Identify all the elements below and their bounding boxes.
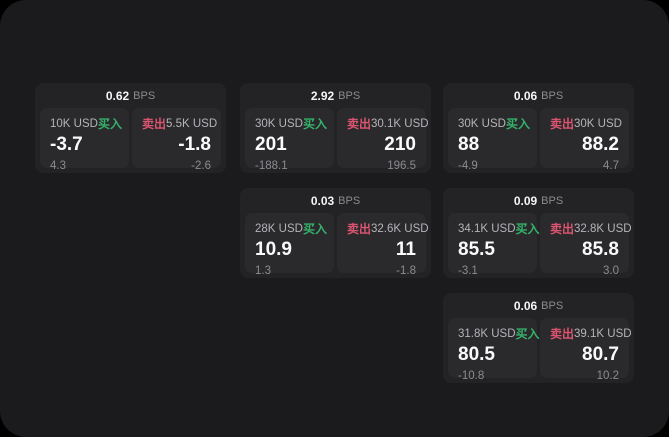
buy-side-label: 买入 [515, 222, 540, 236]
buy-size: 28K USD [255, 222, 303, 235]
sell-side-label: 卖出 [550, 222, 575, 236]
sell-sub-value: 10.2 [596, 369, 619, 382]
bps-value: 0.03 [310, 193, 335, 208]
buy-size: 34.1K USD [458, 222, 516, 235]
buy-panel[interactable]: 28K USD 买入 10.9 1.3 [245, 213, 334, 277]
sell-panel[interactable]: 卖出 32.6K USD 11 -1.8 [337, 213, 429, 277]
buy-price: -3.7 [50, 134, 83, 155]
buy-price: 10.9 [255, 239, 292, 260]
buy-panel[interactable]: 34.1K USD 买入 85.5 -3.1 [448, 213, 540, 277]
bps-value: 2.92 [310, 88, 335, 103]
bps-label: BPS [338, 194, 361, 207]
sell-panel[interactable]: 卖出 5.5K USD -1.8 -2.6 [132, 108, 221, 172]
sell-side-label: 卖出 [347, 222, 372, 236]
bps-value: 0.09 [513, 193, 538, 208]
sell-size: 30.1K USD [371, 117, 429, 130]
sell-sub-value: -1.8 [396, 264, 416, 277]
sell-price: 80.7 [582, 344, 619, 365]
bps-label: BPS [338, 89, 361, 102]
sell-size: 39.1K USD [574, 327, 632, 340]
bps-value: 0.62 [105, 88, 130, 103]
buy-sub-value: 4.3 [50, 159, 66, 172]
buy-side-label: 买入 [505, 117, 530, 131]
sell-sub-value: 3.0 [603, 264, 619, 277]
sell-price: 11 [395, 239, 416, 260]
sell-price: 210 [384, 134, 416, 155]
sell-price: -1.8 [178, 134, 211, 155]
buy-panel[interactable]: 30K USD 买入 88 -4.9 [448, 108, 537, 172]
sell-panel[interactable]: 卖出 30K USD 88.2 4.7 [540, 108, 629, 172]
buy-sub-value: -10.8 [458, 369, 485, 382]
buy-price: 201 [255, 134, 287, 155]
buy-sub-value: -4.9 [458, 159, 478, 172]
sell-size: 5.5K USD [166, 117, 218, 130]
sell-size: 30K USD [574, 117, 622, 130]
quote-card: 0.03 BPS 28K USD 买入 10.9 1.3 卖出 32.6K US… [240, 188, 431, 278]
bps-header: 0.03 BPS [240, 188, 431, 213]
sell-panel[interactable]: 卖出 39.1K USD 80.7 10.2 [540, 318, 632, 382]
bps-label: BPS [541, 89, 564, 102]
bps-label: BPS [133, 89, 156, 102]
buy-price: 88 [458, 134, 480, 155]
sell-panel[interactable]: 卖出 32.8K USD 85.8 3.0 [540, 213, 632, 277]
sell-side-label: 卖出 [550, 117, 575, 131]
sell-panel[interactable]: 卖出 30.1K USD 210 196.5 [337, 108, 429, 172]
bps-header: 0.09 BPS [443, 188, 634, 213]
bps-header: 2.92 BPS [240, 83, 431, 108]
quote-card: 0.09 BPS 34.1K USD 买入 85.5 -3.1 卖出 32.8K… [443, 188, 634, 278]
quote-card: 0.06 BPS 30K USD 买入 88 -4.9 卖出 30K USD 8… [443, 83, 634, 173]
sell-side-label: 卖出 [142, 117, 167, 131]
sell-sub-value: -2.6 [191, 159, 211, 172]
buy-size: 10K USD [50, 117, 98, 130]
quote-card: 0.62 BPS 10K USD 买入 -3.7 4.3 卖出 5.5K USD… [35, 83, 226, 173]
buy-price: 80.5 [458, 344, 495, 365]
bps-label: BPS [541, 194, 564, 207]
sell-price: 85.8 [582, 239, 619, 260]
quote-card: 0.06 BPS 31.8K USD 买入 80.5 -10.8 卖出 39.1… [443, 293, 634, 383]
buy-sub-value: -3.1 [458, 264, 478, 277]
sell-side-label: 卖出 [347, 117, 372, 131]
buy-size: 30K USD [255, 117, 303, 130]
buy-sub-value: 1.3 [255, 264, 271, 277]
bps-header: 0.62 BPS [35, 83, 226, 108]
quote-card: 2.92 BPS 30K USD 买入 201 -188.1 卖出 30.1K … [240, 83, 431, 173]
bps-value: 0.06 [513, 88, 538, 103]
buy-panel[interactable]: 31.8K USD 买入 80.5 -10.8 [448, 318, 540, 382]
sell-size: 32.8K USD [574, 222, 632, 235]
sell-price: 88.2 [582, 134, 619, 155]
buy-sub-value: -188.1 [255, 159, 288, 172]
sell-size: 32.6K USD [371, 222, 429, 235]
buy-panel[interactable]: 30K USD 买入 201 -188.1 [245, 108, 334, 172]
buy-panel[interactable]: 10K USD 买入 -3.7 4.3 [40, 108, 129, 172]
buy-side-label: 买入 [97, 117, 122, 131]
buy-side-label: 买入 [302, 222, 327, 236]
bps-label: BPS [541, 299, 564, 312]
buy-price: 85.5 [458, 239, 495, 260]
buy-side-label: 买入 [302, 117, 327, 131]
buy-size: 31.8K USD [458, 327, 516, 340]
bps-value: 0.06 [513, 298, 538, 313]
buy-size: 30K USD [458, 117, 506, 130]
buy-side-label: 买入 [515, 327, 540, 341]
bps-header: 0.06 BPS [443, 83, 634, 108]
bps-header: 0.06 BPS [443, 293, 634, 318]
sell-sub-value: 196.5 [387, 159, 416, 172]
sell-side-label: 卖出 [550, 327, 575, 341]
sell-sub-value: 4.7 [603, 159, 619, 172]
